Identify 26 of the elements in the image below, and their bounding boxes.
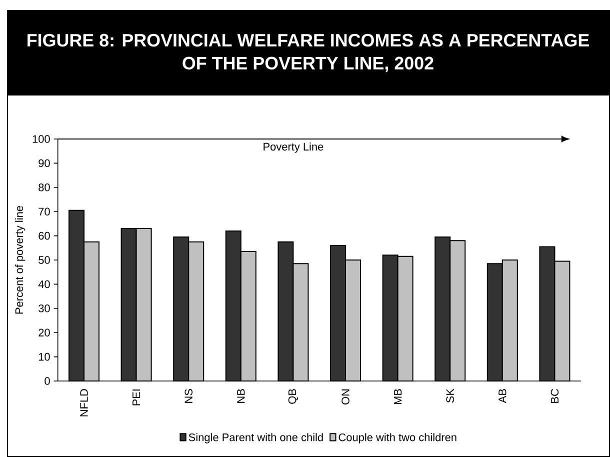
y-tick-label: 70 — [38, 208, 50, 216]
x-tick-label: ON — [342, 389, 350, 404]
y-tick-label: 20 — [38, 328, 50, 336]
y-tick-label: 60 — [38, 232, 50, 240]
x-tick-label: MB — [394, 389, 402, 404]
x-tick-label: QB — [288, 389, 298, 404]
x-tick-label: PEI — [132, 390, 140, 406]
x-tick-label: NS — [184, 389, 192, 403]
y-tick-label: 50 — [38, 256, 50, 264]
x-tick-label: BC — [550, 388, 559, 403]
y-tick-label: 30 — [38, 304, 50, 312]
x-tick-label: AB — [498, 389, 506, 404]
chart-title: FIGURE 8: PROVINCIAL WELFARE INCOMES AS A PERCENTAGE OF THE POVERTY LINE, 2002 — [28, 34, 589, 72]
y-tick-label: 100 — [32, 135, 50, 143]
legend-label: Couple with two children — [338, 433, 456, 444]
y-tick-label: 40 — [38, 280, 50, 288]
x-tick-label: NB — [237, 389, 245, 403]
y-tick-label: 80 — [38, 184, 50, 192]
legend-label: Single Parent with one child — [188, 433, 323, 444]
ref-line-label: Poverty Line — [264, 142, 324, 153]
y-tick-label: 0 — [44, 377, 50, 385]
y-tick-label: 90 — [38, 159, 50, 168]
y-axis-title: Percent of poverty line — [14, 206, 26, 314]
x-tick-label: SK — [446, 388, 454, 403]
x-tick-label: NFLD — [80, 389, 88, 416]
y-tick-label: 10 — [38, 352, 50, 361]
